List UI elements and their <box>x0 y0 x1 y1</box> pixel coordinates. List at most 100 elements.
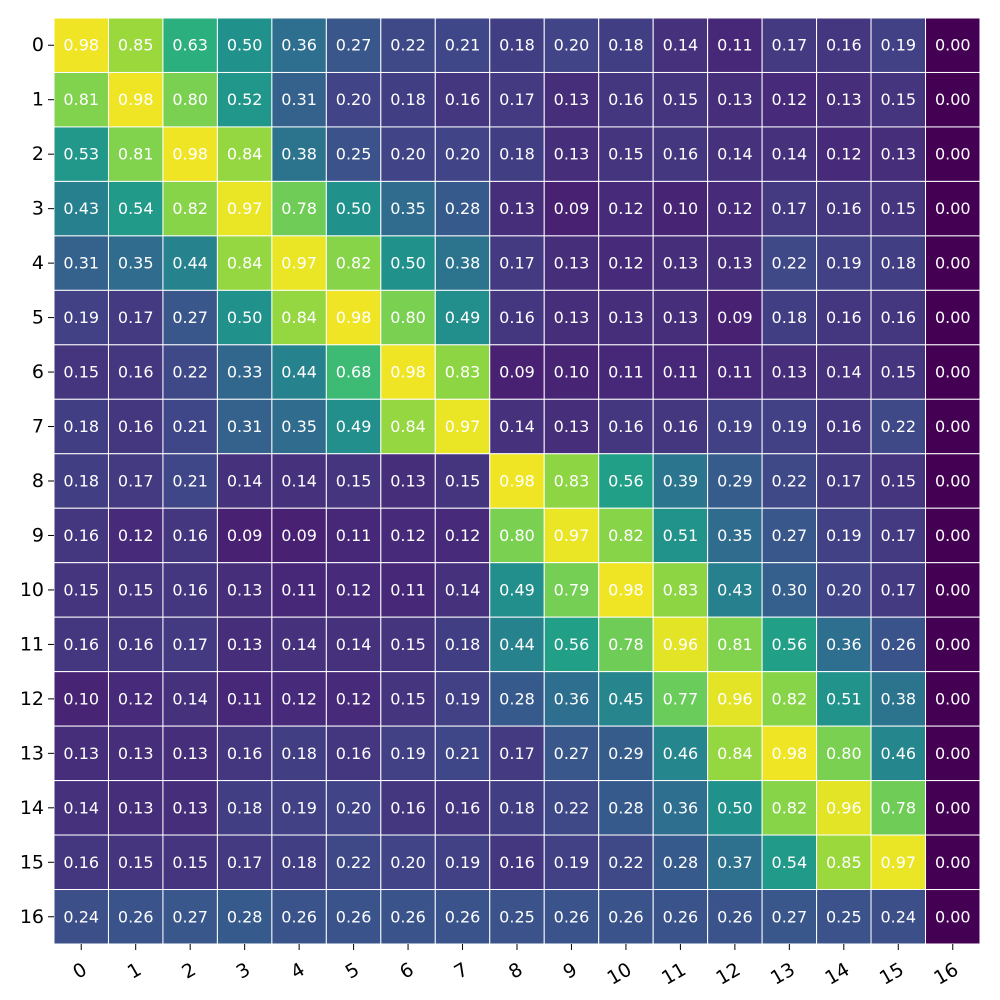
heatmap-cell-5-13 <box>761 289 818 346</box>
heatmap-cell-0-2 <box>162 17 218 73</box>
heatmap-cell-4-8 <box>489 235 545 291</box>
heatmap-cell-label-4-15: 0.18 <box>880 254 916 273</box>
heatmap-cell-label-16-16: 0.00 <box>935 907 971 926</box>
heatmap-cell-label-6-8: 0.09 <box>499 363 535 382</box>
heatmap-cell-label-15-15: 0.97 <box>880 853 916 872</box>
y-tick-label-11: 11 <box>20 633 44 655</box>
heatmap-cell-5-12 <box>707 289 763 346</box>
heatmap-cell-16-15 <box>870 889 927 945</box>
y-tick-label-3: 3 <box>32 198 44 220</box>
y-tick-label-8: 8 <box>32 470 44 492</box>
heatmap-cell-2-16 <box>925 126 981 182</box>
heatmap-cell-label-15-0: 0.16 <box>63 853 99 872</box>
x-tick-label-10: 10 <box>603 958 635 989</box>
heatmap-cell-7-14 <box>816 398 872 455</box>
heatmap-cell-label-15-6: 0.20 <box>390 853 426 872</box>
heatmap-cell-label-4-2: 0.44 <box>172 254 208 273</box>
heatmap-cell-label-8-16: 0.00 <box>935 471 971 490</box>
heatmap-cell-7-8 <box>489 398 545 455</box>
heatmap-cell-5-2 <box>162 289 218 346</box>
heatmap-cell-label-1-15: 0.15 <box>880 90 916 109</box>
heatmap-cell-2-5 <box>325 126 382 182</box>
heatmap-cell-label-2-1: 0.81 <box>118 145 154 164</box>
heatmap-cell-14-7 <box>434 780 491 836</box>
y-tick-label-9: 9 <box>32 524 44 546</box>
heatmap-cell-label-16-2: 0.27 <box>172 907 208 926</box>
heatmap-cell-label-8-1: 0.17 <box>118 471 154 490</box>
heatmap-cell-label-9-5: 0.11 <box>336 526 372 545</box>
heatmap-cell-label-10-12: 0.43 <box>717 580 753 599</box>
x-tick-label-5: 5 <box>342 958 363 983</box>
heatmap-cell-4-13 <box>761 235 818 291</box>
heatmap-cell-label-1-0: 0.81 <box>63 90 99 109</box>
heatmap-cell-7-1 <box>107 398 164 455</box>
heatmap-cell-label-7-7: 0.97 <box>445 417 481 436</box>
heatmap-cell-label-7-12: 0.19 <box>717 417 753 436</box>
heatmap-cell-8-11 <box>652 453 709 509</box>
heatmap-cell-label-13-14: 0.80 <box>826 744 862 763</box>
x-axis: 0 1 2 3 4 5 6 7 8 9 10 11 12 13 14 15 16 <box>69 943 962 990</box>
heatmap-cell-label-11-11: 0.96 <box>663 635 699 654</box>
heatmap-cell-label-11-15: 0.26 <box>880 635 916 654</box>
heatmap-cell-2-10 <box>598 126 654 182</box>
heatmap-cell-2-11 <box>652 126 709 182</box>
heatmap-cell-label-7-14: 0.16 <box>826 417 862 436</box>
heatmap-cell-label-14-9: 0.22 <box>554 798 590 817</box>
y-tick-label-2: 2 <box>32 143 44 165</box>
heatmap-cell-label-5-8: 0.16 <box>499 308 535 327</box>
y-tick-label-4: 4 <box>32 252 44 274</box>
y-tick-label-7: 7 <box>32 416 44 438</box>
heatmap-cell-8-1 <box>107 453 164 509</box>
x-tick-label-15: 15 <box>876 958 908 989</box>
heatmap-cell-label-12-9: 0.36 <box>554 689 590 708</box>
heatmap-cell-9-3 <box>216 507 273 564</box>
heatmap-cell-label-10-1: 0.15 <box>118 580 154 599</box>
heatmap-cell-15-10 <box>598 834 654 891</box>
heatmap-cell-label-8-13: 0.22 <box>772 471 808 490</box>
heatmap-cell-1-4 <box>271 71 327 128</box>
x-tick-label-14: 14 <box>821 958 853 989</box>
heatmap-cell-label-14-12: 0.50 <box>717 798 753 817</box>
heatmap-cell-1-3 <box>216 71 273 128</box>
heatmap-cell-11-6 <box>380 616 436 673</box>
heatmap-cell-label-6-7: 0.83 <box>445 363 481 382</box>
heatmap-cell-label-10-7: 0.14 <box>445 580 481 599</box>
heatmap-cell-12-11 <box>652 671 709 727</box>
heatmap-cell-label-9-9: 0.97 <box>554 526 590 545</box>
heatmap-cell-13-14 <box>816 725 872 782</box>
heatmap-cell-label-9-8: 0.80 <box>499 526 535 545</box>
heatmap-cell-label-15-1: 0.15 <box>118 853 154 872</box>
heatmap-cell-label-9-11: 0.51 <box>663 526 699 545</box>
heatmap-cell-7-3 <box>216 398 273 455</box>
heatmap-cell-2-1 <box>107 126 164 182</box>
heatmap-cell-13-7 <box>434 725 491 782</box>
heatmap-cell-label-13-8: 0.17 <box>499 744 535 763</box>
heatmap-cell-label-5-15: 0.16 <box>880 308 916 327</box>
heatmap-cell-14-16 <box>925 780 981 836</box>
heatmap-cell-label-1-6: 0.18 <box>390 90 426 109</box>
heatmap-cell-label-14-14: 0.96 <box>826 798 862 817</box>
heatmap-cell-label-13-16: 0.00 <box>935 744 971 763</box>
heatmap-cell-label-14-16: 0.00 <box>935 798 971 817</box>
heatmap-cell-label-16-8: 0.25 <box>499 907 535 926</box>
heatmap-cell-4-4 <box>271 235 327 291</box>
heatmap-cell-label-10-10: 0.98 <box>608 580 644 599</box>
heatmap-cell-label-13-9: 0.27 <box>554 744 590 763</box>
heatmap-cell-3-3 <box>216 180 273 237</box>
heatmap-cell-label-16-14: 0.25 <box>826 907 862 926</box>
heatmap-cell-label-8-3: 0.14 <box>227 471 263 490</box>
heatmap-cell-label-5-9: 0.13 <box>554 308 590 327</box>
heatmap-cell-label-12-14: 0.51 <box>826 689 862 708</box>
heatmap-cell-9-8 <box>489 507 545 564</box>
heatmap-cell-10-16 <box>925 562 981 618</box>
heatmap-cell-8-14 <box>816 453 872 509</box>
heatmap-cell-label-16-12: 0.26 <box>717 907 753 926</box>
heatmap-cell-label-15-8: 0.16 <box>499 853 535 872</box>
heatmap-cell-label-2-15: 0.13 <box>880 145 916 164</box>
heatmap-cell-11-8 <box>489 616 545 673</box>
heatmap-cell-12-16 <box>925 671 981 727</box>
heatmap-cell-label-7-9: 0.13 <box>554 417 590 436</box>
heatmap-cell-label-7-16: 0.00 <box>935 417 971 436</box>
heatmap-cell-11-5 <box>325 616 382 673</box>
heatmap-cell-label-3-12: 0.12 <box>717 199 753 218</box>
